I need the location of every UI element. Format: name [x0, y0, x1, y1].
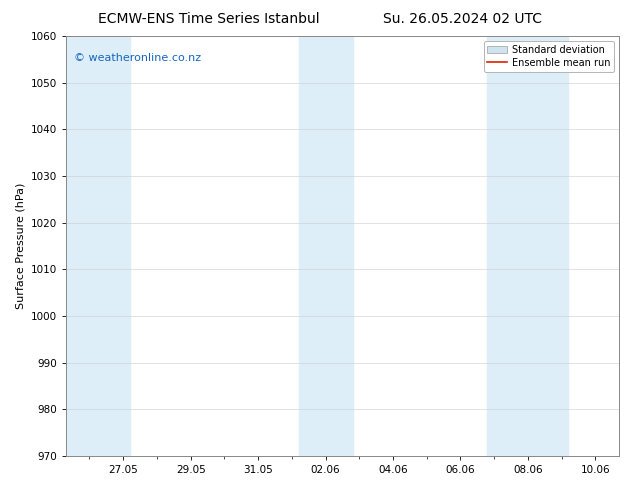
Text: © weatheronline.co.nz: © weatheronline.co.nz — [74, 53, 201, 63]
Legend: Standard deviation, Ensemble mean run: Standard deviation, Ensemble mean run — [484, 41, 614, 72]
Bar — [299, 36, 353, 456]
Text: Su. 26.05.2024 02 UTC: Su. 26.05.2024 02 UTC — [384, 12, 542, 26]
Text: ECMW-ENS Time Series Istanbul: ECMW-ENS Time Series Istanbul — [98, 12, 320, 26]
Bar — [49, 36, 130, 456]
Y-axis label: Surface Pressure (hPa): Surface Pressure (hPa) — [15, 183, 25, 309]
Bar — [488, 36, 569, 456]
